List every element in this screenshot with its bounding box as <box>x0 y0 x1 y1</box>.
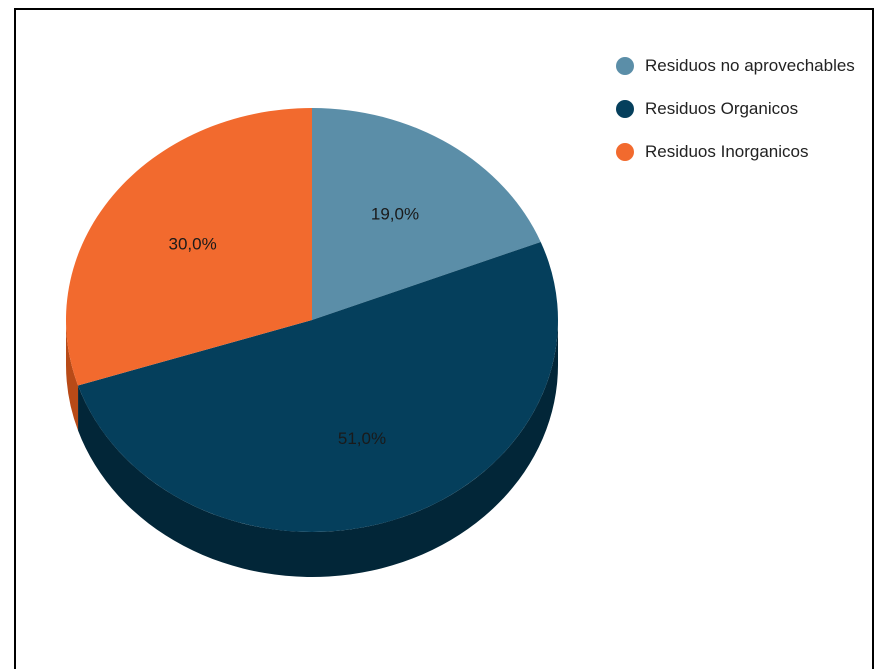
pie-side-slice-1 <box>78 320 558 577</box>
pie-tops <box>65 108 559 533</box>
pie-slice-1 <box>78 241 559 533</box>
legend-item-organicos: Residuos Organicos <box>616 87 855 130</box>
pie-slice-2 <box>65 108 312 386</box>
legend-label: Residuos Organicos <box>645 98 799 118</box>
pie-data-label-2: 30,0% <box>168 235 216 254</box>
legend: Residuos no aprovechables Residuos Organ… <box>616 44 855 173</box>
pie-slice-0 <box>312 108 541 320</box>
pie-data-label-1: 51,0% <box>338 429 386 448</box>
legend-swatch <box>616 142 634 161</box>
legend-swatch <box>616 56 634 75</box>
pie-labels: 19,0% 51,0% 30,0% <box>168 204 419 448</box>
legend-item-inorganicos: Residuos Inorganicos <box>616 130 855 173</box>
chart-frame <box>14 8 874 669</box>
pie-data-label-0: 19,0% <box>371 204 419 223</box>
legend-label: Residuos Inorganicos <box>645 141 809 161</box>
legend-label: Residuos no aprovechables <box>645 55 855 75</box>
pie-side-slice-2 <box>66 320 79 431</box>
legend-swatch <box>616 99 634 118</box>
pie-sides <box>66 320 558 577</box>
legend-item-no-aprovechables: Residuos no aprovechables <box>616 44 855 87</box>
